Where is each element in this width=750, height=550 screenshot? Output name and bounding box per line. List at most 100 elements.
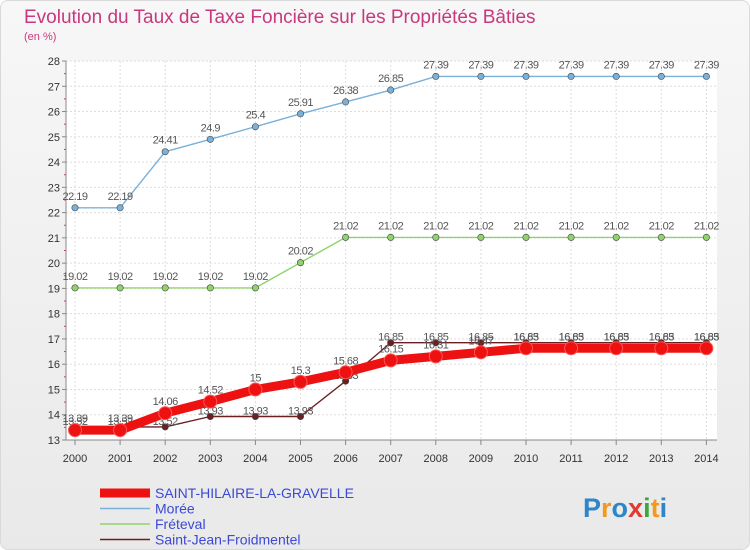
y-tick-label: 25 [48, 132, 60, 144]
data-label: 16.63 [694, 331, 719, 343]
data-label: 22.19 [108, 191, 133, 203]
data-point [702, 233, 710, 241]
data-label: 21.02 [649, 220, 674, 232]
data-label: 24.41 [153, 135, 178, 147]
logo-letter: x [628, 493, 643, 523]
series-Morée: 22.19 22.19 24.41 24.9 25.4 25.91 26.38 26.85 27… [62, 59, 720, 212]
data-point [251, 413, 259, 421]
y-tick-label: 23 [48, 182, 60, 194]
logo-letter: r [601, 493, 612, 523]
data-point [432, 72, 440, 80]
data-point [387, 233, 395, 241]
data-label: 26.38 [333, 85, 358, 97]
y-tick-label: 15 [48, 384, 60, 396]
data-point [564, 341, 579, 356]
logo-text: Proxiti [583, 493, 667, 523]
data-point [342, 98, 350, 106]
data-label: 16.85 [559, 332, 584, 344]
data-label: 27.39 [604, 59, 629, 71]
x-tick-label: 2011 [559, 453, 583, 465]
data-label: 27.39 [423, 59, 448, 71]
data-point [519, 341, 533, 356]
data-label: 19.02 [198, 271, 223, 283]
data-label: 16.63 [513, 331, 538, 343]
data-point [251, 123, 259, 131]
y-tick-label: 21 [48, 233, 60, 245]
axes: 13 14 15 16 17 18 19 20 21 22 23 24 25 26 27 28 2000 2001… [48, 56, 719, 465]
data-point [338, 365, 353, 380]
data-label: 16.63 [604, 331, 629, 343]
data-label: 16.15 [378, 343, 403, 355]
data-point [473, 345, 488, 360]
data-point [477, 72, 485, 80]
y-tick-label: 19 [48, 283, 60, 295]
y-tick-label: 18 [48, 309, 60, 321]
chart-subtitle: (en %) [24, 31, 56, 43]
data-point [203, 394, 218, 409]
data-point [251, 284, 259, 292]
data-label: 19.02 [108, 271, 133, 283]
data-point [428, 349, 443, 364]
data-point [296, 259, 304, 267]
data-point [567, 72, 575, 80]
data-label: 16.85 [378, 332, 403, 344]
data-label: 25.91 [288, 97, 313, 109]
proxiti-logo: Proxiti [583, 493, 667, 523]
data-label: 27.39 [649, 59, 674, 71]
x-tick-label: 2012 [604, 453, 628, 465]
data-label: 21.02 [559, 220, 584, 232]
data-label: 13.93 [243, 406, 268, 418]
data-label: 25.4 [246, 110, 266, 122]
data-point [387, 86, 395, 94]
data-point [206, 413, 214, 421]
x-tick-label: 2009 [469, 453, 493, 465]
data-label: 21.02 [468, 220, 493, 232]
y-tick-label: 27 [48, 81, 60, 93]
data-label: 19.02 [153, 271, 178, 283]
data-point [612, 233, 620, 241]
data-point [71, 284, 79, 292]
data-point [71, 204, 79, 212]
logo-letter: i [660, 493, 668, 523]
data-label: 16.47 [468, 335, 493, 347]
data-point [161, 284, 169, 292]
x-tick-label: 2010 [514, 453, 538, 465]
logo-letter: t [651, 493, 660, 523]
legend-label: SAINT-HILAIRE-LA-GRAVELLE [155, 485, 354, 501]
data-point [293, 374, 308, 389]
y-tick-label: 26 [48, 107, 60, 119]
y-tick-label: 16 [48, 359, 60, 371]
data-label: 22.19 [62, 191, 87, 203]
data-label: 16.85 [513, 332, 538, 344]
data-label: 26.85 [378, 73, 403, 85]
x-tick-label: 2000 [63, 453, 87, 465]
chart-title: Evolution du Taux de Taxe Foncière sur l… [24, 7, 536, 28]
data-point [296, 110, 304, 118]
logo-letter: i [643, 493, 651, 523]
x-tick-label: 2002 [153, 453, 177, 465]
legend: SAINT-HILAIRE-LA-GRAVELLEMoréeFrétevalSa… [100, 485, 354, 548]
data-label: 27.39 [513, 59, 538, 71]
data-label: 27.39 [694, 59, 719, 71]
x-tick-label: 2001 [108, 453, 132, 465]
data-label: 16.63 [649, 331, 674, 343]
x-tick-label: 2006 [333, 453, 357, 465]
data-point [567, 233, 575, 241]
data-label: 15.68 [333, 355, 358, 367]
data-label: 16.31 [423, 339, 448, 351]
data-label: 19.02 [62, 271, 87, 283]
series-layer: 13.5213.5213.5213.9313.9313.9315.3316.85… [62, 59, 720, 438]
logo-letter: P [583, 493, 601, 523]
data-point [654, 341, 669, 356]
data-label: 15 [250, 372, 262, 384]
data-label: 24.9 [201, 122, 221, 134]
y-tick-label: 13 [48, 435, 60, 447]
data-point [342, 233, 350, 241]
data-label: 19.02 [243, 271, 268, 283]
data-point [161, 423, 169, 431]
data-label: 16.63 [559, 331, 584, 343]
data-point [68, 423, 82, 438]
data-point [116, 204, 124, 212]
data-point [477, 233, 485, 241]
